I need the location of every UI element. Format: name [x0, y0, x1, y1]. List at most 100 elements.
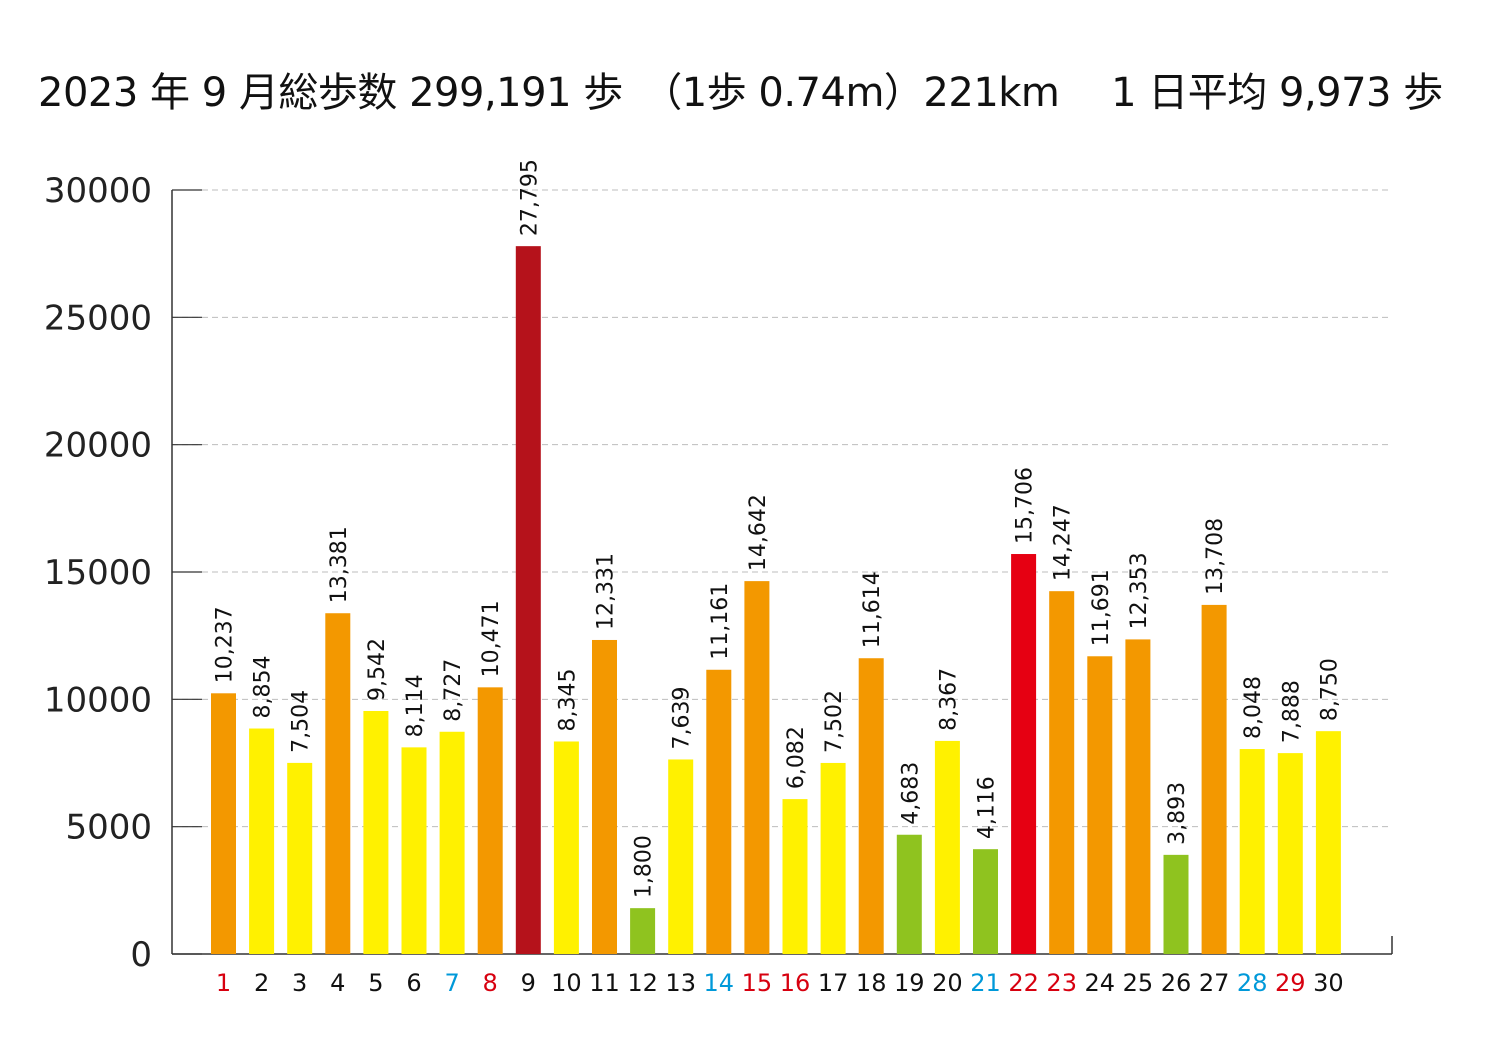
bar	[858, 658, 884, 954]
bar	[668, 759, 694, 954]
value-label: 9,542	[365, 638, 390, 701]
bar	[1011, 554, 1037, 954]
bar	[630, 908, 656, 954]
x-tick-label: 16	[780, 969, 811, 997]
value-label: 6,082	[784, 726, 809, 789]
value-label: 8,854	[251, 656, 276, 719]
value-label: 8,367	[936, 668, 961, 731]
bar	[249, 728, 275, 954]
x-tick-label: 14	[704, 969, 735, 997]
value-label: 4,683	[898, 762, 923, 825]
x-tick-label: 12	[627, 969, 658, 997]
bar	[973, 849, 998, 954]
y-tick-label: 10000	[44, 680, 152, 720]
value-label: 15,706	[1013, 467, 1038, 544]
value-label: 1,800	[632, 835, 657, 898]
x-tick-label: 18	[856, 969, 887, 997]
bar	[1163, 854, 1189, 954]
x-tick-label: 3	[292, 969, 307, 997]
x-tick-label: 4	[330, 969, 345, 997]
value-label: 8,114	[403, 674, 428, 737]
x-tick-labels: 1 2 3 4 5 6 7 8 9 10 11 12 13 14 15 16 17 18 19 20 21 22 23 24 2…	[216, 969, 1344, 997]
x-tick-label: 29	[1275, 969, 1306, 997]
x-tick-label: 23	[1046, 969, 1077, 997]
value-label: 8,727	[441, 659, 466, 722]
bar	[1125, 639, 1151, 954]
value-label: 7,502	[822, 690, 847, 753]
x-tick-label: 11	[589, 969, 620, 997]
x-tick-label: 6	[406, 969, 421, 997]
bar	[592, 639, 617, 954]
x-tick-label: 20	[932, 969, 963, 997]
value-label: 3,893	[1165, 782, 1190, 845]
bar	[477, 687, 503, 954]
y-tick-label: 30000	[44, 171, 152, 211]
y-tick-label: 5000	[65, 808, 152, 848]
value-label: 8,345	[555, 668, 580, 731]
bar	[1087, 656, 1113, 954]
value-label: 11,161	[708, 583, 733, 660]
x-tick-label: 7	[444, 969, 459, 997]
x-tick-label: 26	[1161, 969, 1192, 997]
bar	[515, 246, 541, 955]
x-tick-label: 2	[254, 969, 269, 997]
bar	[820, 762, 846, 954]
y-tick-label: 25000	[44, 298, 152, 338]
y-tick-label: 0	[130, 935, 152, 975]
x-tick-label: 15	[742, 969, 773, 997]
x-tick-label: 1	[216, 969, 231, 997]
bar	[706, 669, 732, 954]
bar	[896, 834, 922, 954]
value-label: 27,795	[517, 159, 542, 236]
bar	[1049, 591, 1075, 954]
x-tick-label: 9	[521, 969, 536, 997]
value-label: 11,691	[1089, 569, 1114, 646]
value-label: 13,708	[1203, 518, 1228, 595]
bar	[744, 581, 770, 954]
bar	[401, 747, 427, 954]
bar	[363, 710, 389, 954]
x-tick-label: 13	[665, 969, 696, 997]
x-tick-label: 19	[894, 969, 925, 997]
bars	[211, 246, 1341, 955]
chart-title: 2023 年 9 月総歩数 299,191 歩 （1歩 0.74m）221km …	[38, 70, 1443, 116]
value-label: 12,353	[1127, 552, 1152, 629]
value-label: 14,642	[746, 494, 771, 571]
value-label: 8,048	[1241, 676, 1266, 739]
bar	[439, 731, 465, 954]
value-label: 14,247	[1051, 504, 1076, 581]
bar	[1201, 604, 1227, 954]
y-tick-label: 20000	[44, 426, 152, 466]
x-tick-label: 27	[1199, 969, 1230, 997]
x-tick-label: 22	[1008, 969, 1039, 997]
bar	[553, 741, 579, 954]
y-tick-label: 15000	[44, 553, 152, 593]
value-label: 13,381	[327, 526, 352, 603]
value-label: 8,750	[1317, 658, 1342, 721]
x-tick-label: 17	[818, 969, 849, 997]
x-tick-label: 28	[1237, 969, 1268, 997]
x-tick-label: 21	[970, 969, 1001, 997]
value-label: 10,471	[479, 600, 504, 677]
bar	[1277, 753, 1303, 954]
value-label: 12,331	[594, 553, 619, 630]
value-label: 7,504	[289, 690, 314, 753]
value-label: 10,237	[213, 606, 238, 683]
x-tick-label: 25	[1123, 969, 1154, 997]
y-tick-labels: 0 5000 10000 15000 20000 25000 30000	[44, 171, 152, 975]
x-tick-label: 8	[483, 969, 498, 997]
value-labels: 10,237 8,854 7,504 13,381 9,542 8,114 8,727 10,…	[213, 159, 1343, 898]
value-label: 7,888	[1279, 680, 1304, 743]
value-label: 11,614	[860, 571, 885, 648]
x-tick-label: 10	[551, 969, 582, 997]
value-label: 7,639	[670, 686, 695, 749]
bar	[782, 799, 808, 954]
bar	[325, 613, 351, 954]
bar	[934, 740, 960, 954]
x-tick-label: 5	[368, 969, 383, 997]
bar	[1239, 749, 1265, 954]
x-tick-label: 30	[1313, 969, 1344, 997]
bar	[211, 693, 236, 954]
value-label: 4,116	[975, 776, 1000, 839]
x-tick-label: 24	[1085, 969, 1116, 997]
